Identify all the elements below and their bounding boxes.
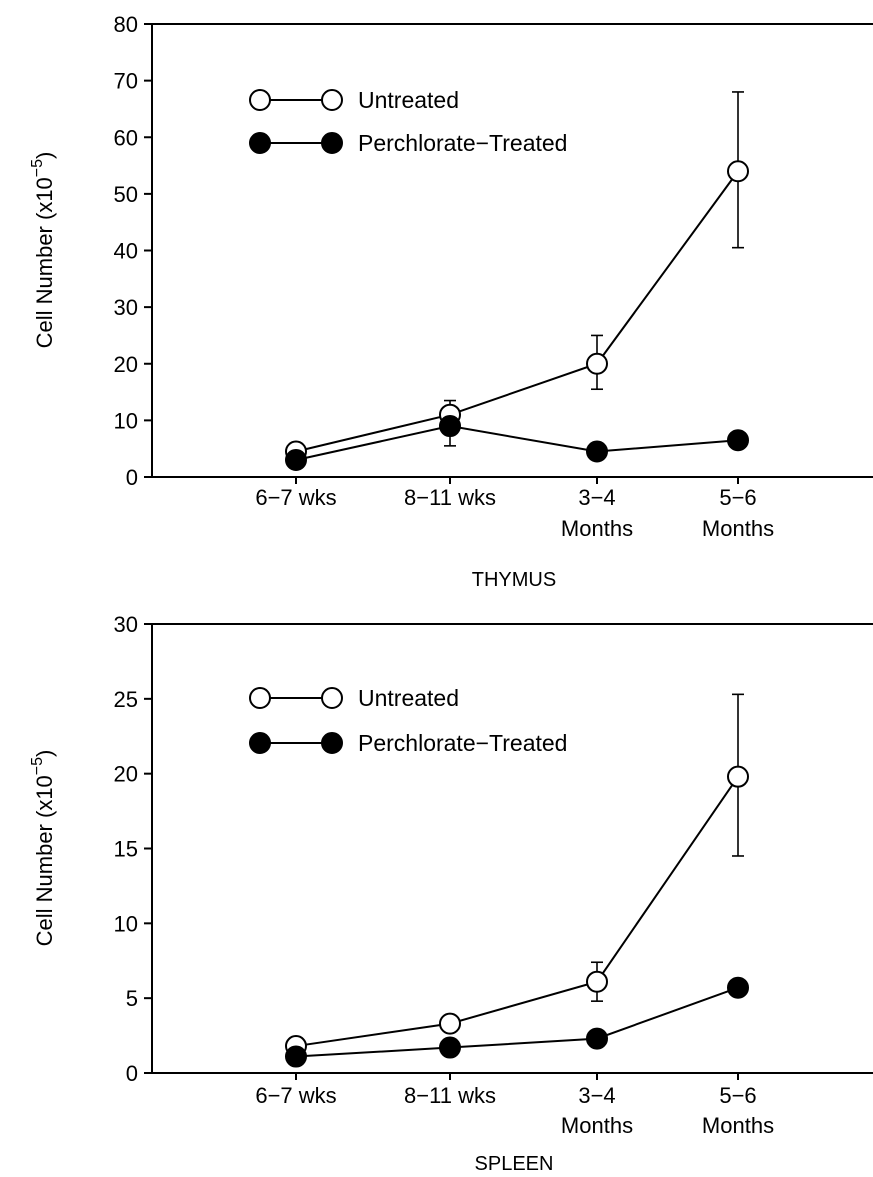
data-point	[439, 1036, 461, 1059]
y-tick-label: 50	[114, 182, 138, 207]
legend-label: Perchlorate−Treated	[358, 730, 567, 756]
data-point	[439, 1012, 461, 1035]
legend-marker	[321, 89, 343, 111]
y-tick-label: 80	[114, 12, 138, 37]
x-tick-label: 8−11 wks	[404, 485, 496, 510]
data-point	[586, 970, 608, 993]
legend-label: Perchlorate−Treated	[358, 130, 567, 156]
legend-marker	[321, 732, 343, 754]
series-line	[295, 776, 739, 1048]
y-axis-label: Cell Number (x10−5)	[29, 152, 57, 349]
data-point	[586, 352, 608, 375]
y-axis-label-text: Cell Number (x10	[32, 775, 57, 946]
data-point	[727, 976, 749, 999]
x-tick-label: 5−6	[719, 485, 756, 510]
legend-entry-untreated: Untreated	[249, 685, 459, 711]
series-perchlorate-treated	[285, 976, 749, 1068]
y-tick-label: 30	[114, 295, 138, 320]
y-tick-label: 60	[114, 125, 138, 150]
y-tick-label: 0	[126, 465, 138, 490]
y-tick-label: 20	[114, 352, 138, 377]
x-tick-label: 5−6	[719, 1083, 756, 1108]
legend-marker	[321, 132, 343, 154]
x-tick-label: 3−4	[578, 485, 615, 510]
y-axis-label-exponent: −5	[29, 159, 46, 177]
y-tick-label: 5	[126, 986, 138, 1011]
data-point	[727, 429, 749, 452]
y-tick-label: 15	[114, 837, 138, 862]
series-untreated	[285, 91, 749, 463]
chart-panel-2: 0 5 10 15 20 25 30 6−7 wks 8−11 wks 3−4 Months 5−6 M…	[29, 612, 873, 1175]
x-tick-label: 6−7 wks	[255, 1083, 336, 1108]
series-line	[295, 425, 739, 461]
data-point	[727, 765, 749, 788]
legend-marker	[249, 732, 271, 754]
y-tick-label: 40	[114, 239, 138, 264]
y-axis-label-exponent: −5	[29, 757, 46, 775]
panel-title: SPLEEN	[475, 1153, 554, 1175]
x-tick-label: 8−11 wks	[404, 1083, 496, 1108]
series-perchlorate-treated	[285, 415, 749, 472]
x-tick-label: Months	[702, 516, 774, 541]
legend-label: Untreated	[358, 87, 459, 113]
x-tick-label: Months	[561, 516, 633, 541]
y-tick-label: 0	[126, 1061, 138, 1086]
y-axis-label-text: Cell Number (x10	[32, 177, 57, 348]
y-tick-label: 20	[114, 762, 138, 787]
y-tick-label: 10	[114, 911, 138, 936]
legend-marker	[249, 687, 271, 709]
x-tick-label: 6−7 wks	[255, 485, 336, 510]
y-axis-label: Cell Number (x10−5)	[29, 750, 57, 947]
y-tick-label: 30	[114, 612, 138, 637]
y-axis-label-close: )	[32, 750, 57, 757]
data-point	[586, 1027, 608, 1050]
data-point	[285, 1045, 307, 1068]
legend-marker	[249, 89, 271, 111]
x-tick-label: 3−4	[578, 1083, 615, 1108]
legend-entry-perchlorate-treated: Perchlorate−Treated	[249, 130, 567, 156]
chart-panel-1: 0 10 20 30 40 50 60 70 80 6−7 wks 8−11 wks 3−4 Month…	[29, 12, 873, 591]
y-tick-label: 70	[114, 69, 138, 94]
legend-entry-perchlorate-treated: Perchlorate−Treated	[249, 730, 567, 756]
legend-marker	[321, 687, 343, 709]
data-point	[586, 440, 608, 463]
data-point	[727, 160, 749, 183]
y-axis-label-close: )	[32, 152, 57, 159]
legend-entry-untreated: Untreated	[249, 87, 459, 113]
series-untreated	[285, 693, 749, 1058]
panel-title: THYMUS	[472, 569, 556, 591]
x-tick-label: Months	[702, 1113, 774, 1138]
x-tick-label: Months	[561, 1113, 633, 1138]
data-point	[285, 449, 307, 472]
series-line	[295, 170, 739, 453]
y-tick-label: 10	[114, 408, 138, 433]
y-tick-label: 25	[114, 687, 138, 712]
series-line	[295, 986, 739, 1058]
legend-label: Untreated	[358, 685, 459, 711]
data-point	[439, 415, 461, 438]
legend-marker	[249, 132, 271, 154]
